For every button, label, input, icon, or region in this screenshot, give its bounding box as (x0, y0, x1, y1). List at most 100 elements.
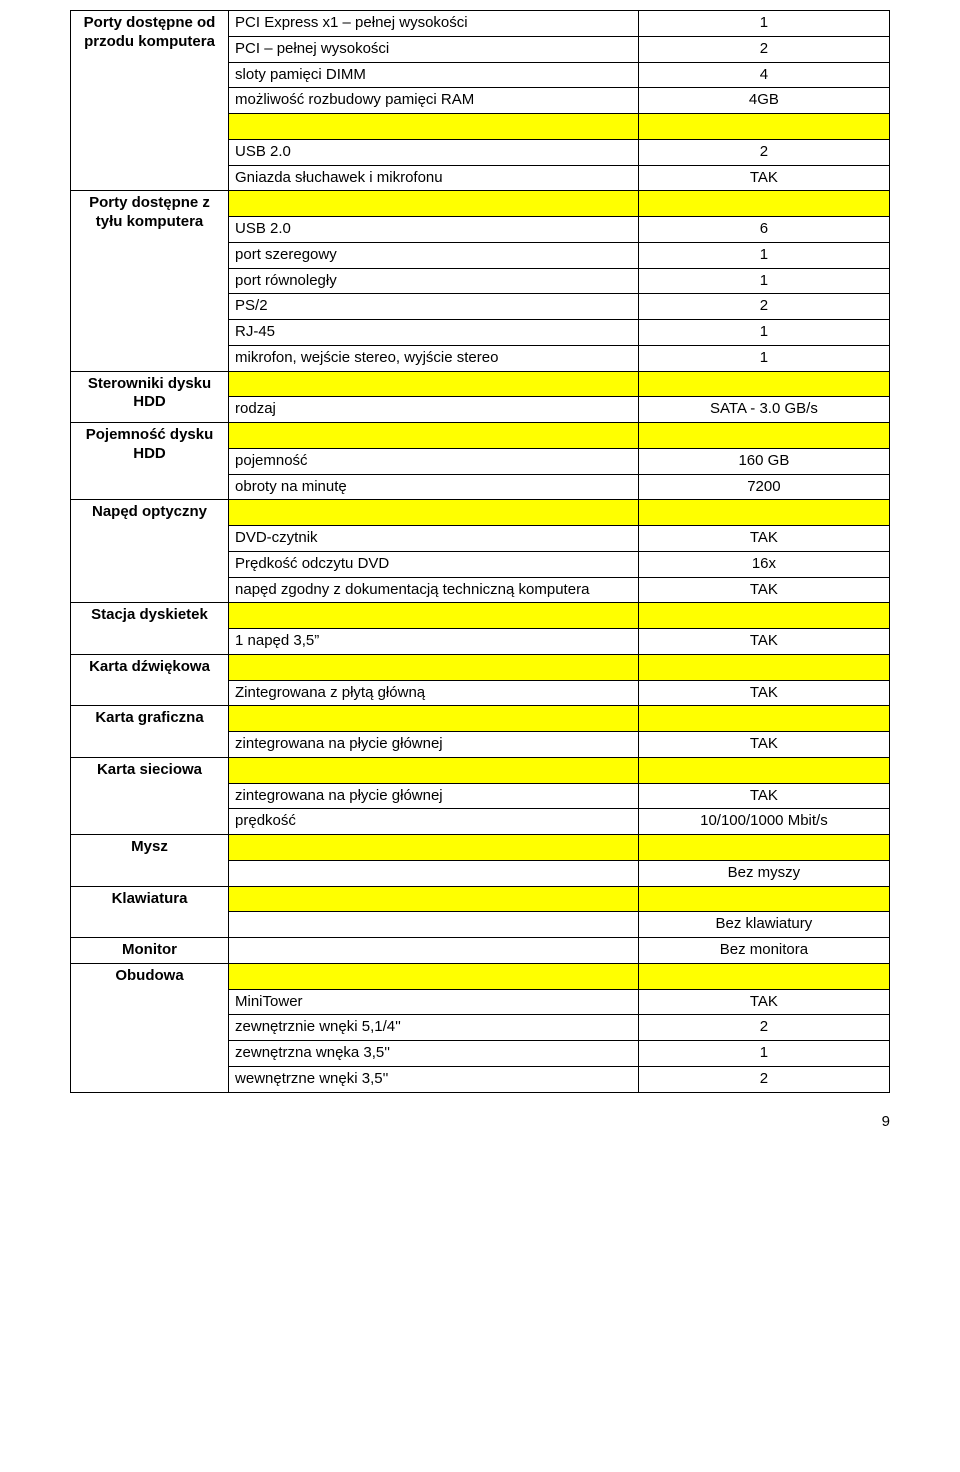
page-number: 9 (70, 1113, 890, 1130)
section-label: Mysz (71, 835, 229, 887)
section-label: Porty dostępne z tyłu komputera (71, 191, 229, 371)
param-cell: obroty na minutę (229, 474, 639, 500)
section-label: Karta dźwiękowa (71, 654, 229, 706)
separator-cell (638, 371, 889, 397)
separator-cell (638, 757, 889, 783)
separator-cell (638, 500, 889, 526)
section-label: Klawiatura (71, 886, 229, 938)
value-cell: 2 (638, 294, 889, 320)
value-cell: SATA - 3.0 GB/s (638, 397, 889, 423)
param-cell (229, 912, 639, 938)
separator-cell (638, 886, 889, 912)
param-cell: zewnętrznie wnęki 5,1/4'' (229, 1015, 639, 1041)
param-cell: wewnętrzne wnęki 3,5'' (229, 1066, 639, 1092)
separator-cell (638, 835, 889, 861)
value-cell: 2 (638, 1015, 889, 1041)
section-label: Sterowniki dysku HDD (71, 371, 229, 423)
param-cell: USB 2.0 (229, 139, 639, 165)
value-cell: TAK (638, 577, 889, 603)
param-cell: napęd zgodny z dokumentacją techniczną k… (229, 577, 639, 603)
value-cell: 6 (638, 217, 889, 243)
separator-cell (638, 423, 889, 449)
param-cell: Prędkość odczytu DVD (229, 551, 639, 577)
value-cell: TAK (638, 732, 889, 758)
value-cell: 2 (638, 139, 889, 165)
value-cell: 4 (638, 62, 889, 88)
param-cell: PCI Express x1 – pełnej wysokości (229, 11, 639, 37)
section-label: Pojemność dysku HDD (71, 423, 229, 500)
value-cell: 10/100/1000 Mbit/s (638, 809, 889, 835)
separator-cell (638, 603, 889, 629)
value-cell: 1 (638, 268, 889, 294)
section-label: Porty dostępne od przodu komputera (71, 11, 229, 191)
param-cell: możliwość rozbudowy pamięci RAM (229, 88, 639, 114)
param-cell (229, 860, 639, 886)
param-cell: zewnętrzna wnęka 3,5'' (229, 1041, 639, 1067)
param-cell: RJ-45 (229, 320, 639, 346)
value-cell: TAK (638, 165, 889, 191)
separator-cell (229, 963, 639, 989)
separator-cell (229, 114, 639, 140)
section-label: Karta graficzna (71, 706, 229, 758)
separator-cell (229, 886, 639, 912)
value-cell: 1 (638, 345, 889, 371)
separator-cell (638, 654, 889, 680)
value-cell: TAK (638, 783, 889, 809)
separator-cell (229, 500, 639, 526)
value-cell: 1 (638, 242, 889, 268)
value-cell: 2 (638, 36, 889, 62)
value-cell: Bez myszy (638, 860, 889, 886)
param-cell: zintegrowana na płycie głównej (229, 783, 639, 809)
separator-cell (229, 423, 639, 449)
value-cell: TAK (638, 680, 889, 706)
separator-cell (229, 191, 639, 217)
value-cell: TAK (638, 629, 889, 655)
separator-cell (638, 963, 889, 989)
separator-cell (229, 835, 639, 861)
separator-cell (229, 371, 639, 397)
section-label: Monitor (71, 938, 229, 964)
section-label: Karta sieciowa (71, 757, 229, 834)
value-cell: 2 (638, 1066, 889, 1092)
page: Porty dostępne od przodu komputeraPCI Ex… (0, 0, 960, 1160)
value-cell: 1 (638, 1041, 889, 1067)
value-cell: Bez klawiatury (638, 912, 889, 938)
section-label: Obudowa (71, 963, 229, 1092)
value-cell: Bez monitora (638, 938, 889, 964)
value-cell: 1 (638, 320, 889, 346)
param-cell: MiniTower (229, 989, 639, 1015)
param-cell: PS/2 (229, 294, 639, 320)
value-cell: 1 (638, 11, 889, 37)
param-cell: 1 napęd 3,5” (229, 629, 639, 655)
separator-cell (229, 654, 639, 680)
separator-cell (638, 706, 889, 732)
param-cell: Zintegrowana z płytą główną (229, 680, 639, 706)
value-cell: TAK (638, 526, 889, 552)
separator-cell (229, 706, 639, 732)
param-cell (229, 938, 639, 964)
param-cell: sloty pamięci DIMM (229, 62, 639, 88)
param-cell: pojemność (229, 448, 639, 474)
value-cell: 4GB (638, 88, 889, 114)
separator-cell (638, 191, 889, 217)
section-label: Stacja dyskietek (71, 603, 229, 655)
value-cell: 160 GB (638, 448, 889, 474)
param-cell: port równoległy (229, 268, 639, 294)
param-cell: Gniazda słuchawek i mikrofonu (229, 165, 639, 191)
param-cell: USB 2.0 (229, 217, 639, 243)
param-cell: mikrofon, wejście stereo, wyjście stereo (229, 345, 639, 371)
separator-cell (229, 757, 639, 783)
param-cell: DVD-czytnik (229, 526, 639, 552)
separator-cell (638, 114, 889, 140)
section-label: Napęd optyczny (71, 500, 229, 603)
value-cell: 16x (638, 551, 889, 577)
value-cell: 7200 (638, 474, 889, 500)
value-cell: TAK (638, 989, 889, 1015)
spec-table: Porty dostępne od przodu komputeraPCI Ex… (70, 10, 890, 1093)
param-cell: zintegrowana na płycie głównej (229, 732, 639, 758)
param-cell: prędkość (229, 809, 639, 835)
param-cell: rodzaj (229, 397, 639, 423)
param-cell: PCI – pełnej wysokości (229, 36, 639, 62)
param-cell: port szeregowy (229, 242, 639, 268)
separator-cell (229, 603, 639, 629)
